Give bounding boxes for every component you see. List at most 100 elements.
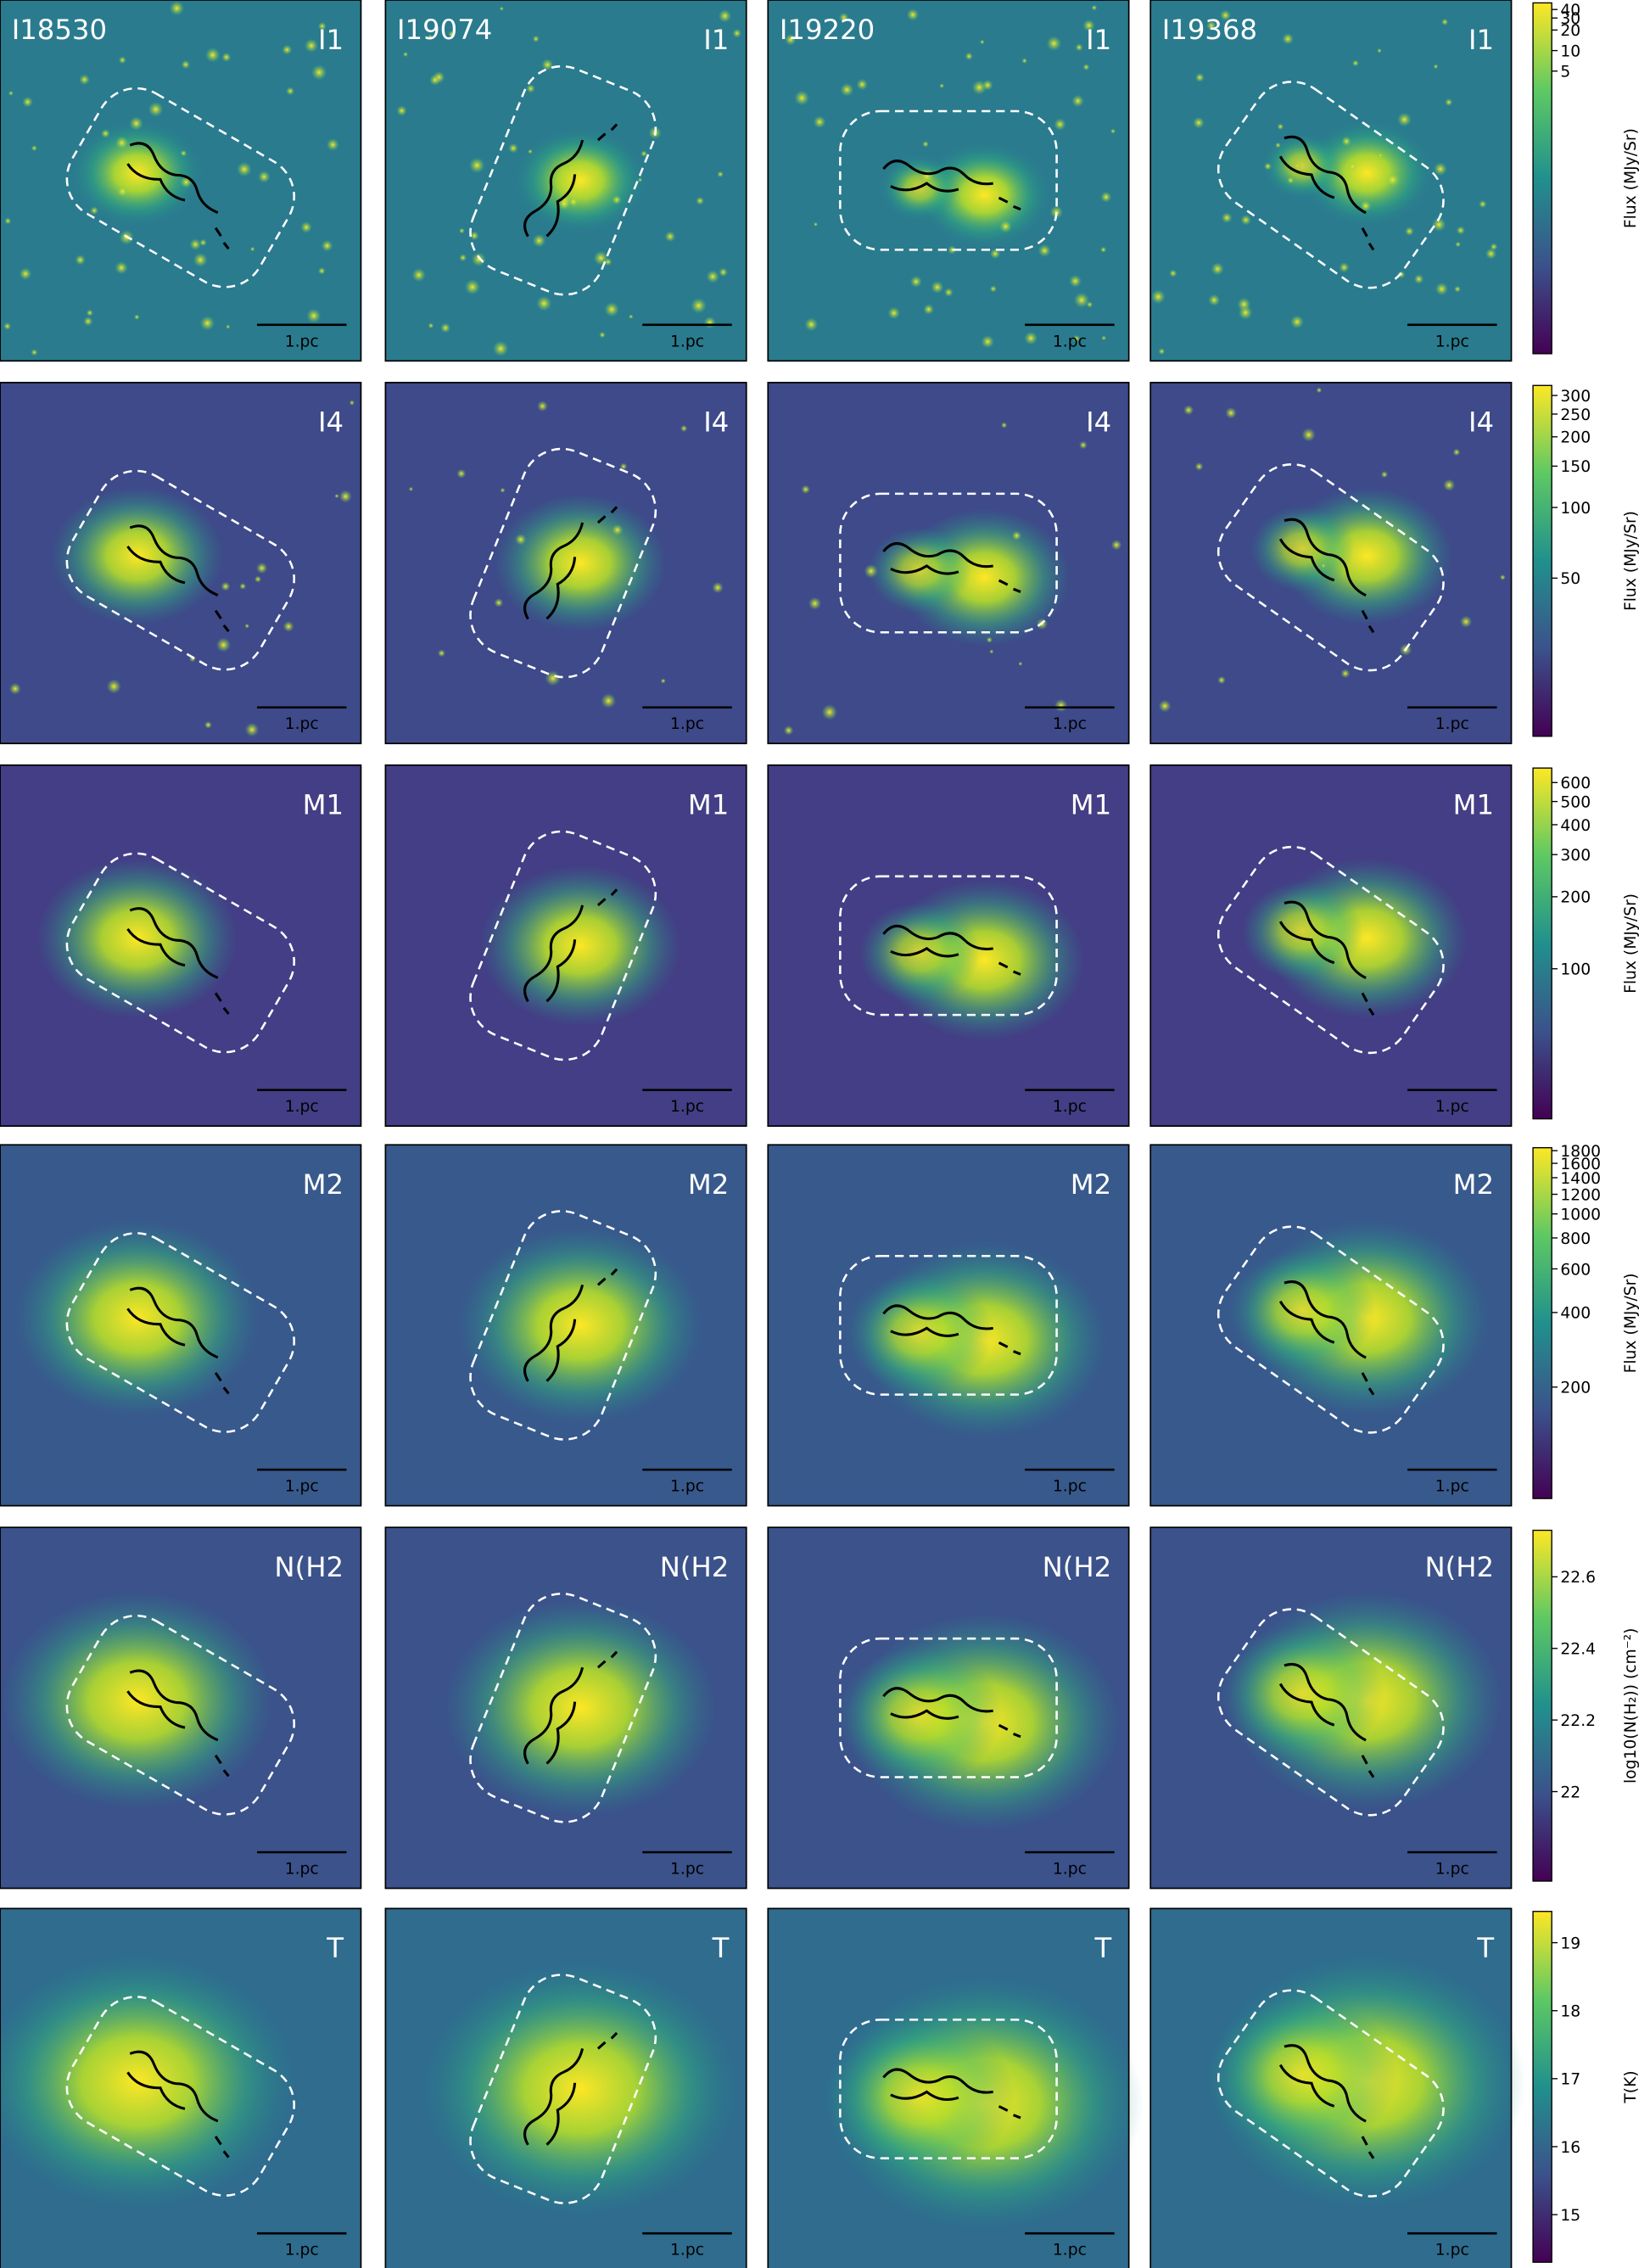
colorbar xyxy=(1532,1911,1552,2263)
star xyxy=(840,82,854,97)
panel: 1.pc M2 xyxy=(767,1144,1130,1507)
star xyxy=(90,206,99,216)
star xyxy=(1275,142,1281,148)
star xyxy=(804,317,819,332)
star xyxy=(1079,440,1088,450)
star xyxy=(1075,43,1083,52)
star xyxy=(1220,9,1232,21)
star xyxy=(1158,699,1172,713)
colorbar-label: T(K) xyxy=(1622,2070,1640,2103)
band-label: M1 xyxy=(688,789,729,821)
star xyxy=(887,306,901,320)
star xyxy=(526,84,535,93)
star xyxy=(226,324,231,329)
star xyxy=(1441,18,1449,26)
star xyxy=(1221,212,1233,224)
star xyxy=(821,703,838,720)
star xyxy=(660,678,666,684)
star xyxy=(785,33,797,46)
star xyxy=(1049,205,1064,219)
star xyxy=(979,39,985,45)
contour xyxy=(1278,1280,1375,1396)
star xyxy=(948,245,957,255)
colorbar xyxy=(1532,1529,1552,1882)
panel-frame xyxy=(1149,0,1513,362)
panel-frame xyxy=(384,382,747,745)
panel-frame xyxy=(1149,1144,1513,1507)
star xyxy=(494,597,504,608)
contour xyxy=(126,2050,230,2159)
colorbar-tick-label: 40 xyxy=(1560,2,1580,20)
star xyxy=(115,136,129,150)
panel: 1.pc N(H2 xyxy=(0,1526,362,1890)
panel-frame xyxy=(0,1526,362,1890)
star xyxy=(1290,315,1304,329)
star xyxy=(939,83,945,89)
panel-frame xyxy=(1149,764,1513,1127)
contour xyxy=(882,1687,1021,1739)
star xyxy=(1485,248,1497,260)
band-label: M2 xyxy=(1453,1168,1494,1201)
scale-bar-label: 1.pc xyxy=(670,1861,704,1879)
star xyxy=(396,105,407,116)
band-label: I4 xyxy=(1086,406,1111,439)
panel-frame xyxy=(1149,1907,1513,2268)
star xyxy=(1038,244,1051,257)
star xyxy=(1208,294,1221,306)
colorbar-tick-label: 10 xyxy=(1560,42,1580,60)
panel-frame xyxy=(767,1907,1130,2268)
colorbar-tick-label: 22 xyxy=(1560,1784,1580,1801)
field-label: I19220 xyxy=(780,14,875,46)
star xyxy=(545,670,561,686)
panel: 1.pc I4 xyxy=(0,382,362,745)
emission xyxy=(0,1954,296,2209)
star xyxy=(1321,563,1326,568)
colorbar-tick-label: 1200 xyxy=(1560,1186,1601,1204)
scale-bar-label: 1.pc xyxy=(670,2242,704,2260)
star xyxy=(86,309,93,316)
contour xyxy=(523,888,618,1003)
star xyxy=(808,596,822,610)
contour xyxy=(882,1304,1021,1356)
star xyxy=(129,116,143,131)
star xyxy=(532,35,540,42)
star xyxy=(1459,615,1473,628)
scale-bar-label: 1.pc xyxy=(670,1098,704,1116)
scale-bar-label: 1.pc xyxy=(1435,2242,1469,2260)
colorbar-tick-label: 1000 xyxy=(1560,1206,1601,1224)
star xyxy=(989,285,998,293)
star xyxy=(1071,94,1084,108)
panel: 1.pc N(H2 xyxy=(384,1526,747,1890)
star xyxy=(237,161,252,177)
emission xyxy=(457,1227,703,1424)
star xyxy=(703,316,716,329)
band-label: M2 xyxy=(688,1168,729,1201)
star xyxy=(718,9,732,23)
star xyxy=(1378,153,1383,158)
band-label: I1 xyxy=(703,24,729,56)
contour xyxy=(882,2068,1021,2120)
star xyxy=(1073,292,1090,308)
scale-bar-label: 1.pc xyxy=(285,1098,319,1116)
star xyxy=(1194,462,1204,471)
star xyxy=(180,149,187,157)
star xyxy=(1397,112,1412,127)
colorbar-tick-label: 1600 xyxy=(1560,1156,1601,1173)
panel: 1.pc T xyxy=(1149,1907,1526,2268)
star xyxy=(906,8,920,21)
star xyxy=(8,90,14,96)
colorbar-tick-label: 22.6 xyxy=(1560,1569,1596,1587)
star xyxy=(1211,262,1224,276)
panel-frame xyxy=(1149,382,1513,745)
contour xyxy=(1278,135,1375,251)
star xyxy=(4,217,12,225)
star xyxy=(321,239,333,252)
star xyxy=(528,148,533,154)
panel: 1.pc M2 xyxy=(1149,1144,1513,1507)
star xyxy=(628,314,634,319)
colorbar-tick-label: 19 xyxy=(1560,1935,1580,1952)
star xyxy=(181,59,191,70)
contour xyxy=(126,907,230,1015)
star xyxy=(794,90,810,106)
